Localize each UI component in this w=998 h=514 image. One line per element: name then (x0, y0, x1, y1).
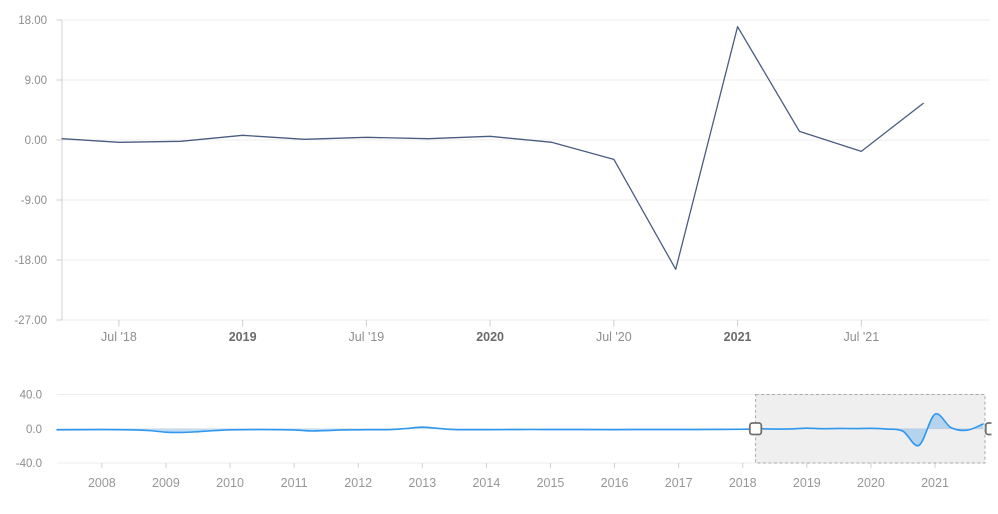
navigator-series-line (56, 413, 984, 447)
main-plot-area[interactable] (62, 20, 990, 320)
y-axis-label: 40.0 (20, 390, 42, 402)
y-axis-label: -9.00 (21, 195, 47, 207)
x-axis-label: 2018 (729, 476, 757, 490)
y-axis-label: -27.00 (14, 315, 47, 327)
x-axis-label: 2012 (344, 476, 372, 490)
x-axis-label: 2009 (152, 476, 180, 490)
x-axis-label: 2016 (601, 476, 629, 490)
y-axis-label: 9.00 (25, 75, 47, 87)
x-axis-label: 2019 (229, 330, 257, 344)
y-axis-label: 0.00 (25, 135, 47, 147)
x-axis-label: 2008 (88, 476, 116, 490)
x-axis-label: 2010 (216, 476, 244, 490)
main-series-line (61, 26, 924, 270)
x-axis-label: 2021 (724, 330, 752, 344)
x-axis-label: 2017 (665, 476, 693, 490)
x-axis-label: Jul '19 (349, 330, 385, 344)
navigator-grip-left[interactable] (748, 422, 763, 436)
y-axis-label: -40.0 (16, 458, 42, 470)
main-panel: 18.00 9.00 0.00 -9.00 -18.00 -27.00 Jul '18 201… (14, 15, 990, 344)
navigator-grip-right[interactable] (984, 422, 998, 436)
x-axis-label: 2013 (408, 476, 436, 490)
y-axis-label: -18.00 (14, 255, 47, 267)
x-axis-label: Jul '20 (596, 330, 632, 344)
x-axis-label: 2021 (921, 476, 949, 490)
x-axis-label: 2014 (472, 476, 500, 490)
navigator-panel: 40.0 0.0 -40.0 2008 2009 2010 2011 2012 2013 2014… (16, 390, 998, 490)
x-axis-label: 2015 (537, 476, 565, 490)
y-axis-label: 18.00 (18, 15, 47, 27)
x-axis-label: 2019 (793, 476, 821, 490)
y-axis-label: 0.0 (26, 424, 42, 436)
x-axis-label: 2020 (476, 330, 504, 344)
x-axis-label: Jul '18 (101, 330, 137, 344)
x-axis-label: Jul '21 (843, 330, 879, 344)
x-axis-label: 2020 (857, 476, 885, 490)
x-axis-label: 2011 (281, 476, 308, 490)
